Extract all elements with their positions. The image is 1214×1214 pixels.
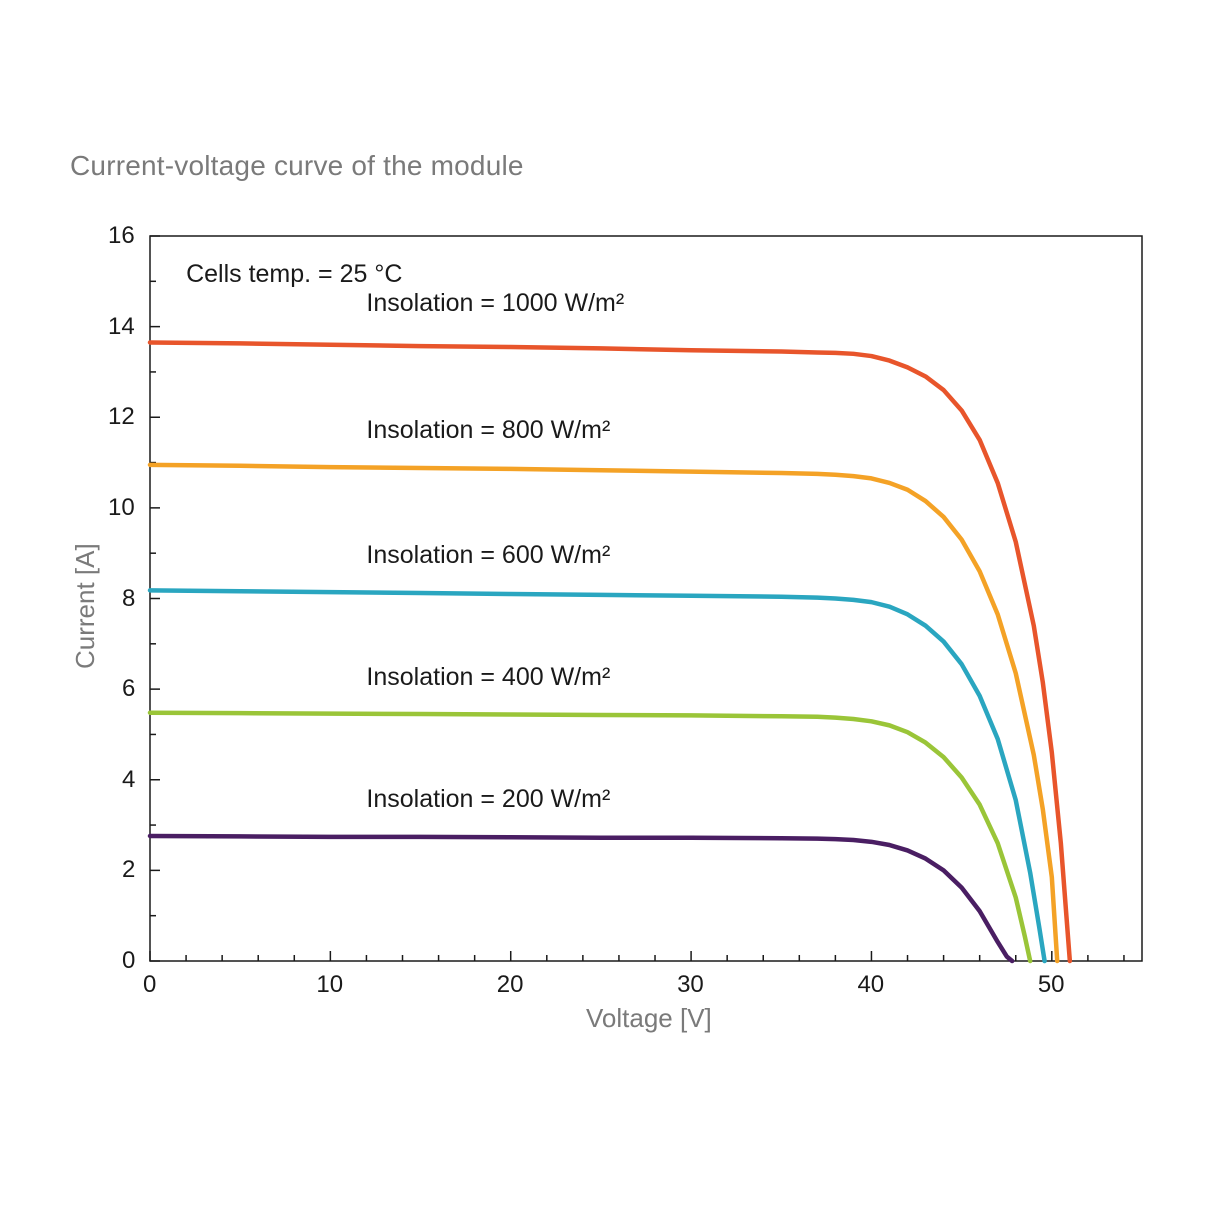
y-tick-label: 8 <box>122 585 135 613</box>
curve-insolation-600 <box>150 590 1045 961</box>
cells-temp-note: Cells temp. = 25 °C <box>186 260 402 289</box>
plot-area <box>0 0 1214 1214</box>
y-tick-label: 16 <box>108 222 135 250</box>
y-tick-label: 10 <box>108 494 135 522</box>
chart-container: { "title": { "text": "Current-voltage cu… <box>0 0 1214 1214</box>
y-tick-label: 14 <box>108 313 135 341</box>
series-label: Insolation = 400 W/m² <box>366 663 610 692</box>
x-tick-label: 40 <box>857 971 884 999</box>
x-tick-label: 0 <box>143 971 156 999</box>
y-tick-label: 0 <box>122 947 135 975</box>
x-tick-label: 20 <box>497 971 524 999</box>
series-label: Insolation = 800 W/m² <box>366 416 610 445</box>
x-tick-label: 10 <box>316 971 343 999</box>
y-tick-label: 4 <box>122 766 135 794</box>
x-tick-label: 50 <box>1038 971 1065 999</box>
y-tick-label: 6 <box>122 675 135 703</box>
y-tick-label: 12 <box>108 403 135 431</box>
x-tick-label: 30 <box>677 971 704 999</box>
series-label: Insolation = 600 W/m² <box>366 541 610 570</box>
series-label: Insolation = 200 W/m² <box>366 785 610 814</box>
y-tick-label: 2 <box>122 856 135 884</box>
series-label: Insolation = 1000 W/m² <box>366 289 624 318</box>
curve-insolation-200 <box>150 836 1012 961</box>
